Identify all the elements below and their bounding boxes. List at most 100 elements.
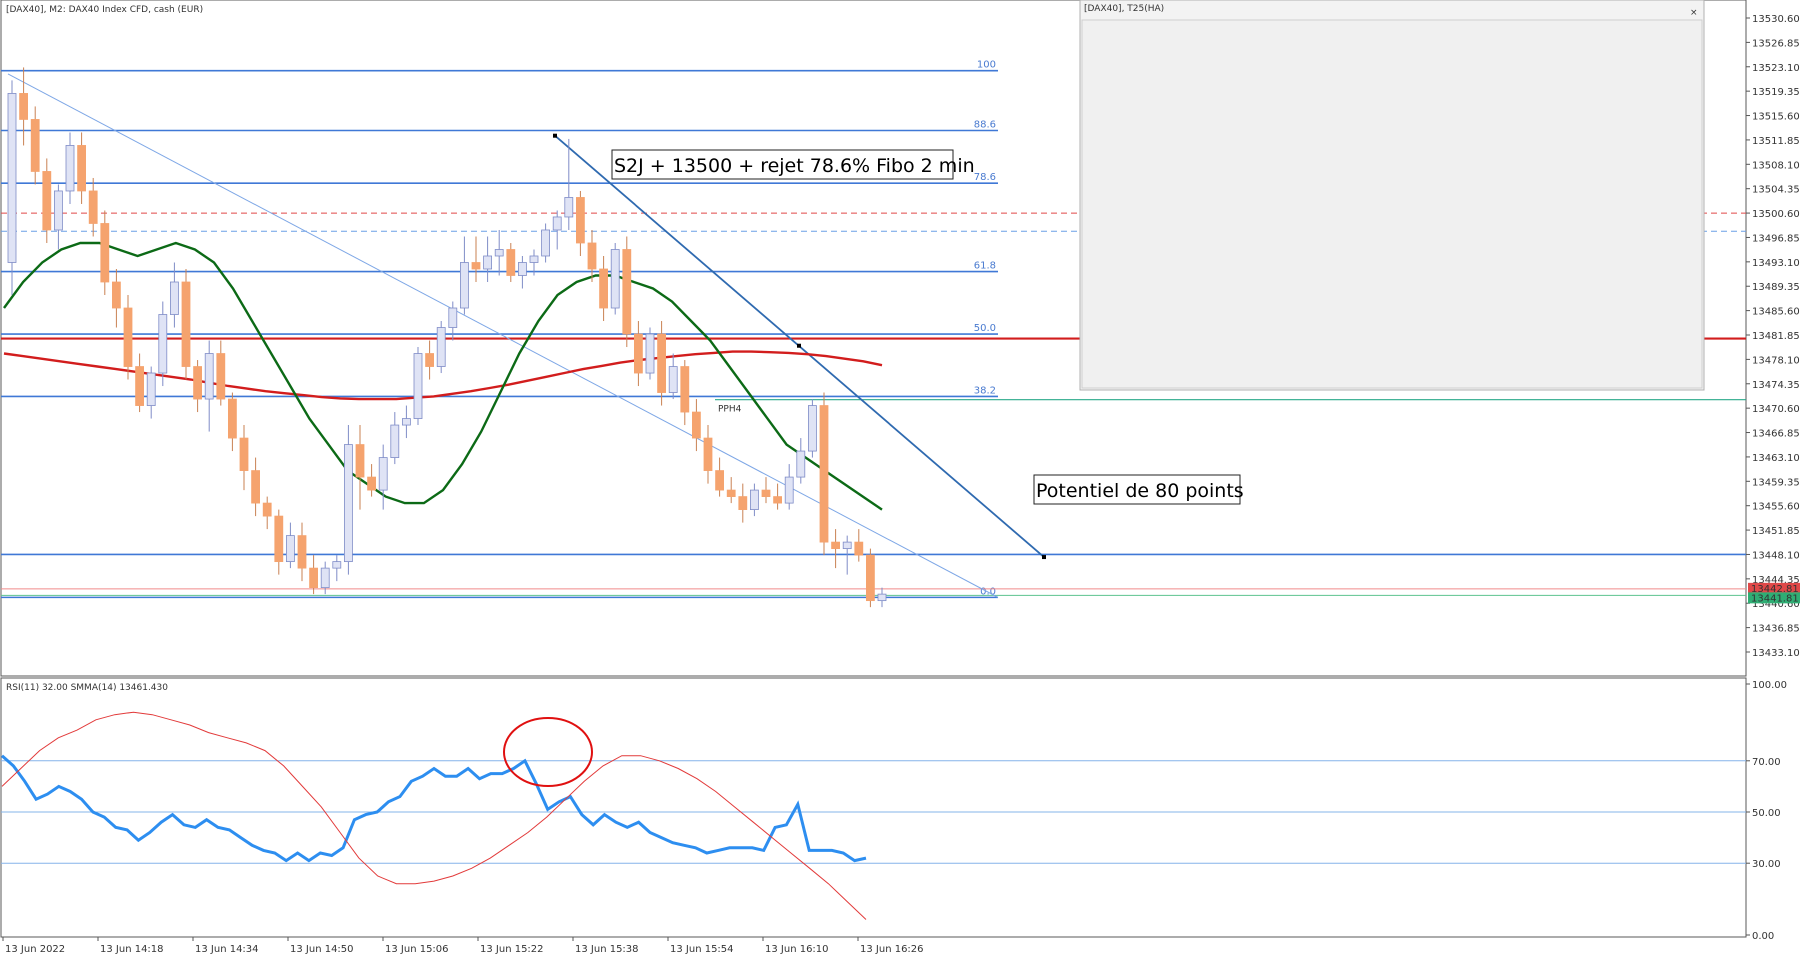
candle-body [216, 353, 226, 400]
price-tick-label: 13504.35 [1752, 185, 1800, 196]
time-tick-label: 13 Jun 14:18 [100, 944, 164, 955]
candle-body [309, 567, 319, 589]
time-tick-label: 13 Jun 15:22 [480, 944, 544, 955]
price-tick-label: 13496.85 [1752, 233, 1800, 244]
sub-window-title: [DAX40], T25(HA) [1084, 4, 1164, 14]
price-tick-label: 13519.35 [1752, 87, 1800, 98]
candle-body [425, 353, 435, 367]
target-annotation-text: Potentiel de 80 points [1036, 480, 1244, 502]
candle-body [854, 541, 864, 556]
trend-lines[interactable] [7, 73, 1046, 598]
candle-body [378, 457, 388, 491]
price-axis: 13530.60 13526.85 13523.10 13519.35 13515.60… [1746, 14, 1800, 659]
fibo-level-label: 38.2 [974, 385, 996, 396]
candle-body [169, 281, 179, 315]
candle-body [30, 119, 40, 172]
time-tick-label: 13 Jun 16:10 [765, 944, 829, 955]
candle-body [576, 197, 585, 244]
candle-body [332, 561, 342, 569]
time-tick-label: 13 Jun 15:38 [575, 944, 639, 955]
candle-body [112, 281, 121, 309]
candle-body [726, 489, 736, 497]
candle-body [7, 93, 17, 263]
rsi-pane-border [0, 677, 1747, 938]
candle-body [761, 489, 771, 497]
candle-body [19, 93, 29, 120]
price-tick-label: 13485.60 [1752, 307, 1800, 318]
candle-body [587, 242, 597, 270]
sub-window[interactable]: [DAX40], T25(HA) × [1079, 0, 1705, 391]
highlight-circle[interactable] [503, 717, 593, 787]
price-tick-label: 13463.10 [1752, 453, 1800, 464]
candle-body [343, 444, 353, 563]
price-tick-label: 13478.10 [1752, 355, 1800, 366]
price-tick-label: 13489.35 [1752, 282, 1800, 293]
candle-body [703, 437, 713, 471]
candle-body [796, 450, 806, 478]
trend-anchor-start[interactable] [553, 133, 557, 138]
price-tick-label: 13470.60 [1752, 404, 1800, 415]
candle-body [262, 502, 272, 517]
rsi-title: RSI(11) 32.00 SMMA(14) 13461.430 [6, 683, 168, 693]
candle-body [285, 535, 295, 563]
close-icon[interactable]: × [1690, 8, 1698, 18]
candle-body [390, 424, 400, 458]
price-tag-label: 13441.81 [1751, 593, 1799, 604]
candle-body [42, 171, 52, 231]
candle-body [274, 515, 284, 563]
price-tag-label: 13442.81 [1751, 584, 1799, 595]
candle-body [877, 593, 887, 602]
candle-body [54, 190, 63, 231]
setup-annotation-text: S2J + 13500 + rejet 78.6% Fibo 2 min [614, 155, 975, 177]
candle-body [750, 489, 759, 510]
rsi-line [0, 754, 867, 863]
price-tick-label: 13500.60 [1752, 209, 1800, 220]
rsi-smma-line [1, 711, 867, 920]
trend-anchor-mid[interactable] [797, 343, 801, 348]
candlesticks [7, 67, 887, 608]
price-tick-label: 13508.10 [1752, 160, 1800, 171]
candle-body [436, 327, 446, 367]
rsi-tick-label: 0.00 [1752, 931, 1774, 942]
candle-body [204, 353, 214, 400]
candle-body [320, 567, 330, 589]
target-annotation[interactable]: Potentiel de 80 points [1033, 474, 1244, 505]
time-axis: 13 Jun 2022 13 Jun 14:18 13 Jun 14:34 13 Ju… [2, 937, 924, 955]
rsi-pane[interactable] [0, 677, 1747, 938]
candle-body [773, 496, 782, 504]
target-annotation-box [1033, 474, 1241, 505]
candle-body [401, 418, 411, 426]
price-tick-label: 13481.85 [1752, 331, 1800, 342]
candle-body [518, 262, 527, 276]
time-tick-label: 13 Jun 14:50 [290, 944, 354, 955]
candle-body [668, 366, 678, 393]
candle-body [541, 229, 550, 257]
rsi-tick-label: 30.00 [1752, 859, 1781, 870]
price-tick-label: 13440.60 [1752, 599, 1800, 610]
price-tick-label: 13433.10 [1752, 648, 1800, 659]
price-tick-label: 13515.60 [1752, 112, 1800, 123]
candle-body [227, 398, 237, 439]
candle-body [367, 476, 377, 491]
candle-body [158, 314, 168, 374]
fibo-diagonal-line[interactable] [7, 73, 999, 598]
price-tick-label: 13455.60 [1752, 502, 1800, 513]
price-tick-label: 13436.85 [1752, 624, 1800, 635]
rsi-lines: 100.00 70.00 50.00 30.00 0.00 [0, 680, 1787, 942]
candle-body [355, 444, 365, 478]
setup-annotation[interactable]: S2J + 13500 + rejet 78.6% Fibo 2 min [611, 149, 975, 180]
price-tag [1748, 582, 1800, 594]
price-tick-label: 13448.10 [1752, 550, 1800, 561]
candle-body [692, 411, 701, 439]
trend-anchor-end[interactable] [1042, 555, 1046, 560]
price-tick-label: 13459.35 [1752, 477, 1800, 488]
candle-body [657, 333, 666, 393]
price-tick-label: 13444.35 [1752, 575, 1800, 586]
pph-label: PPH4 [718, 405, 742, 415]
fibo-level-label: 100 [977, 60, 996, 71]
candle-body [552, 216, 562, 231]
candle-body [77, 145, 86, 192]
price-tick-label: 13493.10 [1752, 258, 1800, 269]
candle-body [239, 437, 249, 471]
